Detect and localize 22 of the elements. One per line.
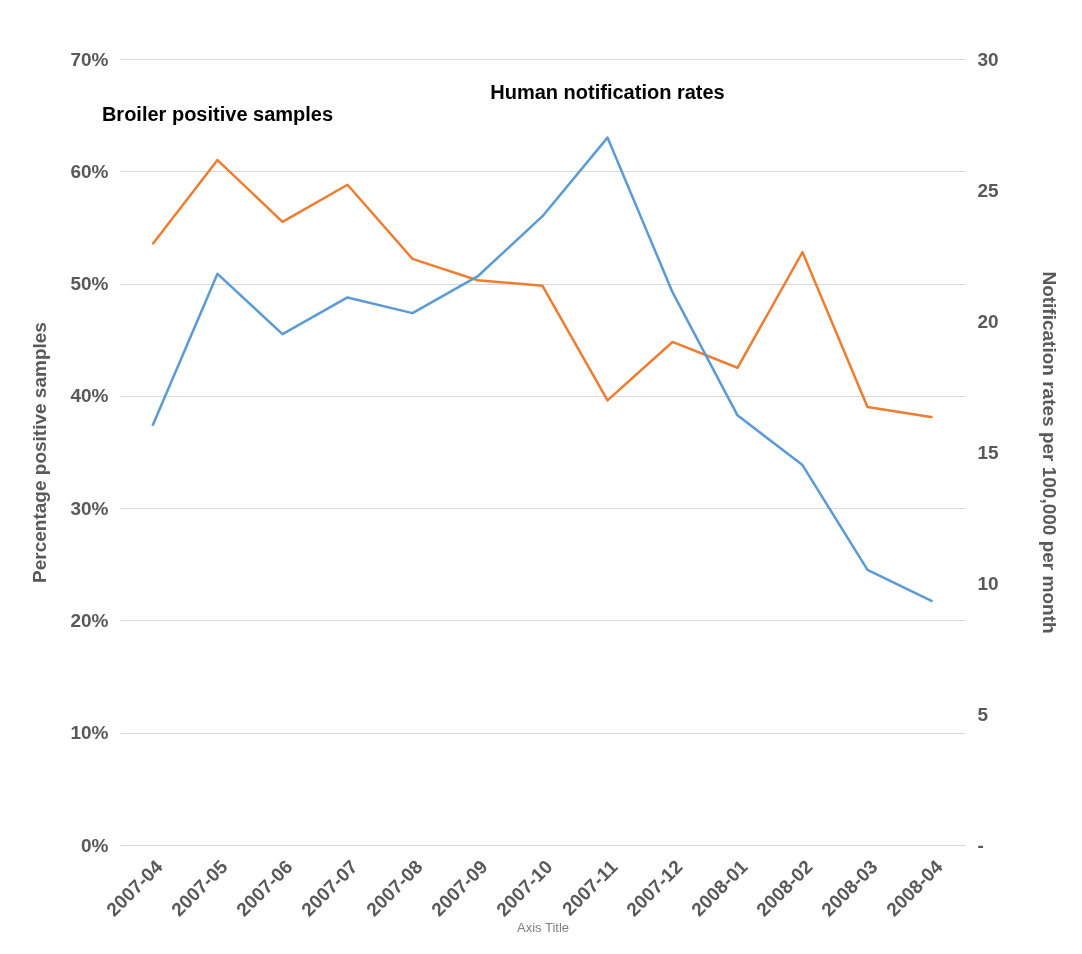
y2-tick-label: 15 bbox=[977, 441, 1000, 463]
y2-tick-label: 10 bbox=[977, 572, 999, 594]
x-axis-title: Axis Title bbox=[516, 920, 570, 936]
y-axis-title: Percentage positive samples bbox=[29, 322, 51, 583]
y-tick-label: 70% bbox=[70, 48, 109, 70]
text: Human notification rates bbox=[490, 80, 725, 103]
y-tick-label: 10% bbox=[70, 722, 109, 744]
line-series bbox=[151, 158, 934, 419]
y-tick-label: 40% bbox=[70, 385, 109, 407]
y-tick-label: 60% bbox=[70, 160, 109, 182]
text: Broiler positive samples bbox=[101, 103, 334, 126]
line-series bbox=[151, 136, 934, 603]
y-tick-label: 30% bbox=[70, 497, 109, 519]
y-tick-label: 0% bbox=[81, 834, 109, 856]
y2-tick-label: 20 bbox=[977, 310, 999, 332]
y2-tick-label: 25 bbox=[977, 179, 1000, 201]
y2-tick-label: 30 bbox=[977, 48, 999, 70]
y-tick-label: 50% bbox=[70, 273, 109, 295]
y2-tick-label: - bbox=[977, 834, 984, 856]
y2-tick-label: 5 bbox=[977, 703, 989, 725]
y-tick-label: 20% bbox=[70, 609, 109, 631]
y2-axis-title: Notification rates per 100,000 per month bbox=[1038, 271, 1060, 634]
